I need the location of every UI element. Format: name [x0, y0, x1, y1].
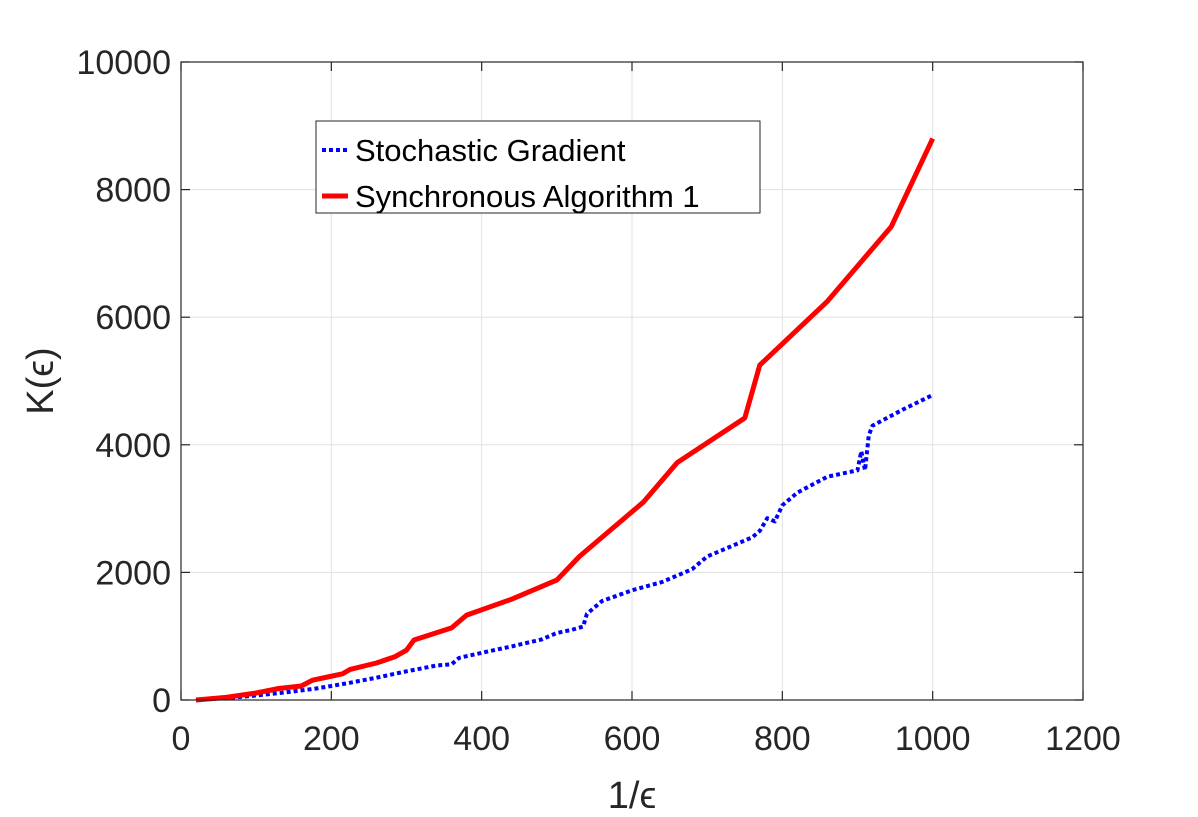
- legend-box: [315, 120, 761, 214]
- y-axis-label: K(ϵ): [20, 347, 62, 414]
- series-layer: [195, 137, 935, 703]
- x-axis-label: 1/ϵ: [608, 775, 656, 817]
- x-tick-label: 0: [172, 720, 191, 758]
- y-tick-label: 4000: [95, 427, 171, 465]
- x-tick-label: 400: [453, 720, 510, 758]
- legend-label-synchronous-algorithm-1: Synchronous Algorithm 1: [355, 179, 700, 214]
- y-tick-label: 10000: [76, 44, 171, 82]
- x-tick-label: 200: [303, 720, 360, 758]
- x-tick-label: 1000: [895, 720, 971, 758]
- x-tick-label: 1200: [1045, 720, 1121, 758]
- tick-labels: 0 200 400 600 800 1000 1200 0 2000 4000 6000 8000 10…: [76, 44, 1120, 758]
- series-line-synchronous-algorithm-1: [195, 137, 935, 703]
- series-line-stochastic-gradient: [195, 393, 934, 702]
- x-tick-label: 600: [604, 720, 661, 758]
- y-tick-label: 2000: [95, 554, 171, 592]
- x-tick-label: 800: [754, 720, 811, 758]
- y-tick-label: 8000: [95, 172, 171, 210]
- axis-ticks: [180, 61, 1084, 701]
- legend-label-stochastic-gradient: Stochastic Gradient: [355, 133, 626, 168]
- legend: Stochastic Gradient Synchronous Algorith…: [315, 120, 761, 214]
- y-tick-label: 0: [152, 682, 171, 720]
- y-tick-label: 6000: [95, 299, 171, 337]
